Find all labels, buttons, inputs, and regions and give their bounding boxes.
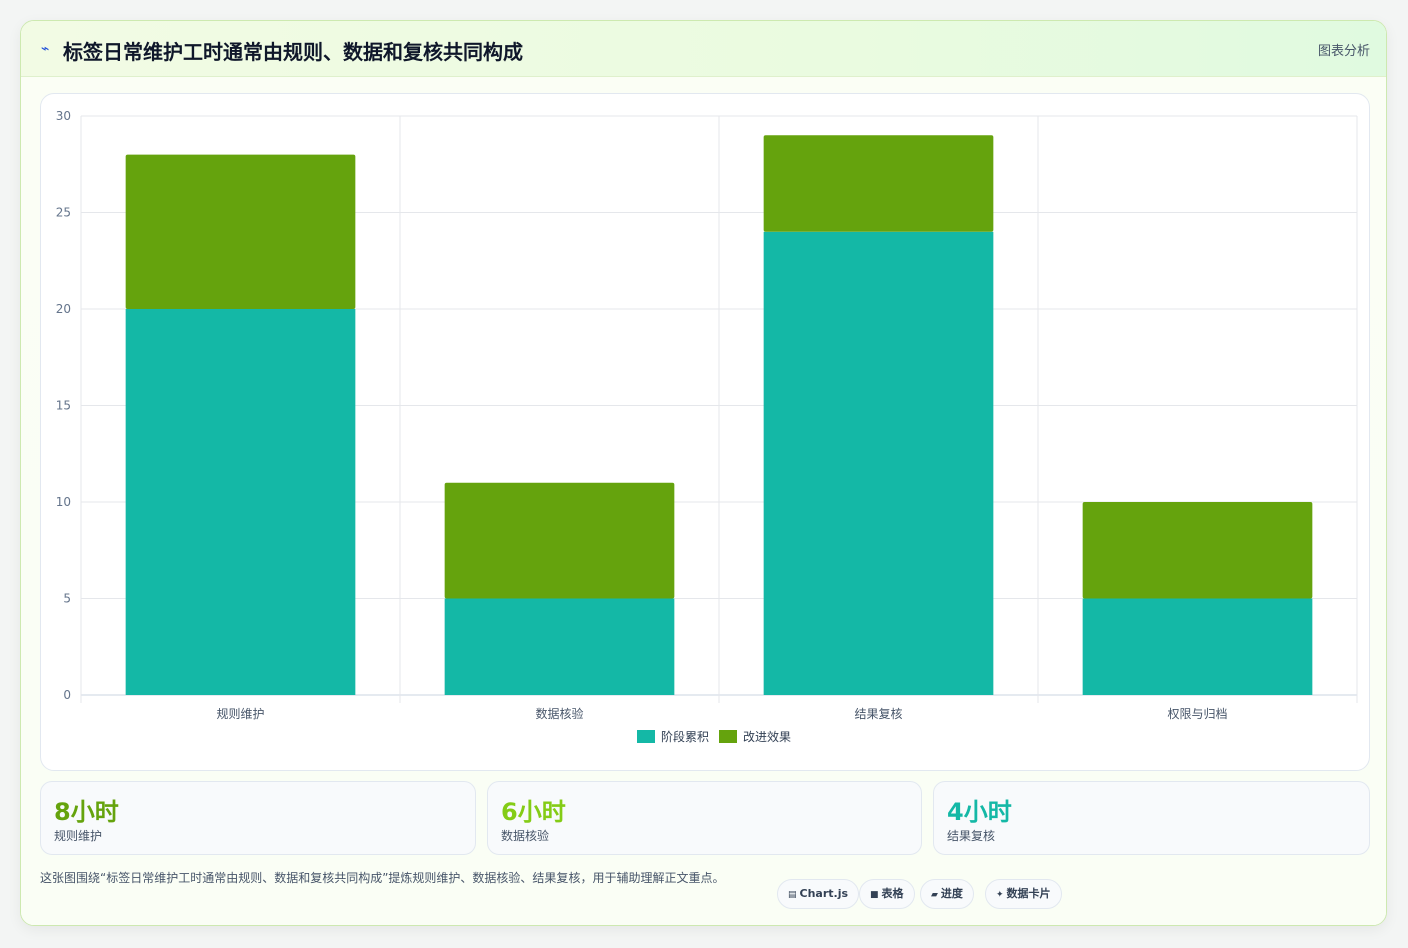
legend-swatch <box>719 730 737 743</box>
card-icon: ✦ <box>996 890 1004 900</box>
y-tick-label: 30 <box>56 109 71 123</box>
stat-card-data: 6小时 数据核验 <box>487 781 922 855</box>
y-tick-label: 10 <box>56 495 71 509</box>
stat-card-rules: 8小时 规则维护 <box>40 781 476 855</box>
y-tick-label: 0 <box>63 688 71 702</box>
y-tick-label: 25 <box>56 206 71 220</box>
chip-table[interactable]: ■ 表格 <box>859 879 915 909</box>
chart-card: ⌁ 标签日常维护工时通常由规则、数据和复核共同构成 图表分析 0 5 10 15 20 2… <box>20 20 1387 926</box>
stat-value: 6小时 <box>501 798 566 826</box>
x-tick-label: 结果复核 <box>854 707 902 721</box>
x-tick-label: 数据核验 <box>535 706 583 721</box>
chip-data-card[interactable]: ✦ 数据卡片 <box>985 879 1062 909</box>
bar-segment <box>1082 502 1313 599</box>
bar-segment <box>125 154 356 309</box>
page-title: 标签日常维护工时通常由规则、数据和复核共同构成 <box>63 40 523 64</box>
chip-chartjs[interactable]: ▤ Chart.js <box>777 879 860 909</box>
bar-segment <box>763 231 994 696</box>
stat-label: 规则维护 <box>54 829 103 843</box>
chart-icon: ▤ <box>788 890 797 900</box>
footnote: 这张图围绕“标签日常维护工时通常由规则、数据和复核共同构成”提炼规则维护、数据核… <box>40 871 725 885</box>
stat-value: 8小时 <box>54 798 119 826</box>
bar-segment <box>444 482 675 599</box>
legend-label: 阶段累积 <box>661 729 709 744</box>
legend-swatch <box>637 730 655 743</box>
chip-label: 表格 <box>881 887 904 900</box>
bar-segment <box>1082 598 1313 695</box>
stat-label: 结果复核 <box>947 829 996 843</box>
chip-label: 进度 <box>940 887 963 900</box>
bar-segment <box>125 309 356 695</box>
progress-icon: ▰ <box>931 890 938 900</box>
x-tick-label: 规则维护 <box>216 706 264 721</box>
sparkle-icon: ⌁ <box>41 41 50 57</box>
stat-value: 4小时 <box>947 798 1012 826</box>
table-icon: ■ <box>870 890 879 900</box>
chip-label: Chart.js <box>799 887 849 900</box>
stat-card-review: 4小时 结果复核 <box>933 781 1370 855</box>
y-tick-label: 15 <box>56 399 71 413</box>
legend-label: 改进效果 <box>743 729 791 744</box>
chart-panel: 0 5 10 15 20 25 30 规则维护 数据核验 结果复核 权限与归档阶段累积 改进效果 <box>40 93 1370 771</box>
chip-label: 数据卡片 <box>1006 887 1051 900</box>
x-tick-label: 权限与归档 <box>1167 707 1227 721</box>
bar-segment <box>763 135 994 232</box>
header-tag: 图表分析 <box>1317 44 1370 59</box>
y-tick-label: 5 <box>63 592 71 606</box>
card-header: ⌁ 标签日常维护工时通常由规则、数据和复核共同构成 图表分析 <box>21 21 1386 77</box>
chip-progress[interactable]: ▰ 进度 <box>920 879 974 909</box>
y-tick-label: 20 <box>56 302 71 316</box>
stat-label: 数据核验 <box>501 829 550 843</box>
bar-segment <box>444 598 675 695</box>
